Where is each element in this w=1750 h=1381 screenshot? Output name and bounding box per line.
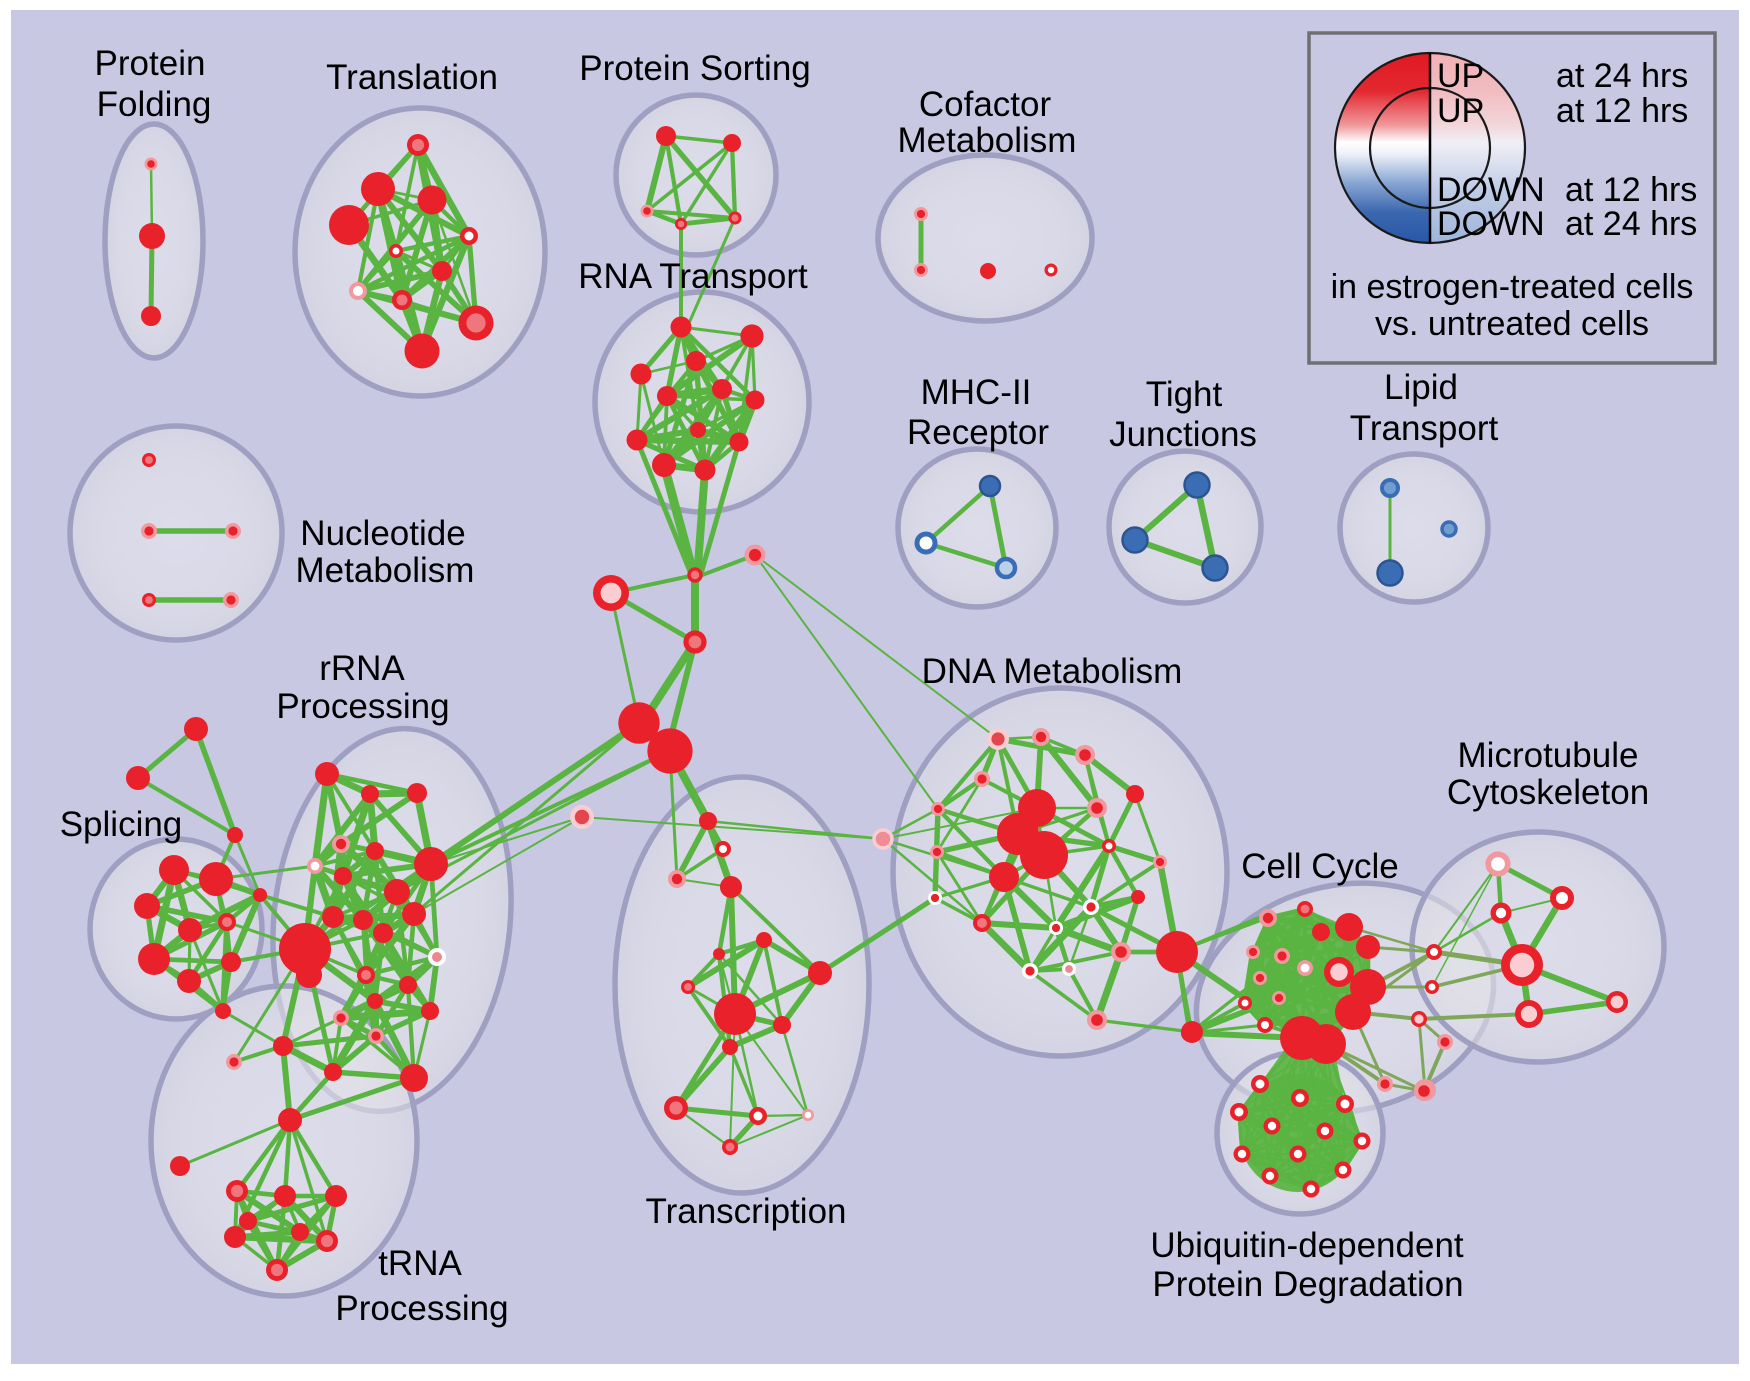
svg-text:DOWN: DOWN (1437, 205, 1545, 243)
svg-text:Folding: Folding (97, 85, 212, 124)
svg-text:at 12 hrs: at 12 hrs (1565, 171, 1697, 209)
svg-text:vs. untreated cells: vs. untreated cells (1375, 305, 1649, 343)
svg-text:Tight: Tight (1146, 375, 1223, 414)
svg-text:Lipid: Lipid (1384, 368, 1458, 407)
svg-text:DOWN: DOWN (1437, 171, 1545, 209)
svg-text:UP: UP (1437, 57, 1484, 95)
svg-text:Processing: Processing (276, 687, 449, 726)
svg-text:Protein Degradation: Protein Degradation (1152, 1265, 1463, 1304)
svg-text:MHC-II: MHC-II (921, 373, 1032, 412)
svg-text:Junctions: Junctions (1109, 415, 1257, 454)
svg-text:in estrogen-treated cells: in estrogen-treated cells (1331, 268, 1694, 306)
svg-text:Transcription: Transcription (646, 1192, 847, 1231)
svg-text:Protein: Protein (95, 44, 206, 83)
svg-text:at 24 hrs: at 24 hrs (1556, 57, 1688, 95)
svg-text:DNA Metabolism: DNA Metabolism (922, 652, 1183, 691)
svg-text:Cell Cycle: Cell Cycle (1241, 847, 1399, 886)
svg-text:UP: UP (1437, 92, 1484, 130)
svg-text:Receptor: Receptor (907, 413, 1049, 452)
svg-text:Cofactor: Cofactor (919, 85, 1052, 124)
svg-text:rRNA: rRNA (319, 649, 405, 688)
svg-text:Protein Sorting: Protein Sorting (579, 49, 811, 88)
svg-text:Metabolism: Metabolism (898, 121, 1077, 160)
svg-text:Metabolism: Metabolism (296, 551, 475, 590)
svg-text:Translation: Translation (326, 58, 498, 97)
svg-text:at 12 hrs: at 12 hrs (1556, 92, 1688, 130)
svg-text:Ubiquitin-dependent: Ubiquitin-dependent (1150, 1226, 1464, 1265)
svg-text:Transport: Transport (1350, 409, 1499, 448)
svg-text:Microtubule: Microtubule (1458, 736, 1639, 775)
svg-text:RNA Transport: RNA Transport (578, 257, 808, 296)
svg-text:Nucleotide: Nucleotide (300, 514, 465, 553)
svg-text:tRNA: tRNA (378, 1244, 462, 1283)
svg-text:at 24 hrs: at 24 hrs (1565, 205, 1697, 243)
svg-text:Processing: Processing (335, 1289, 508, 1328)
svg-text:Splicing: Splicing (60, 805, 183, 844)
svg-text:Cytoskeleton: Cytoskeleton (1447, 773, 1649, 812)
